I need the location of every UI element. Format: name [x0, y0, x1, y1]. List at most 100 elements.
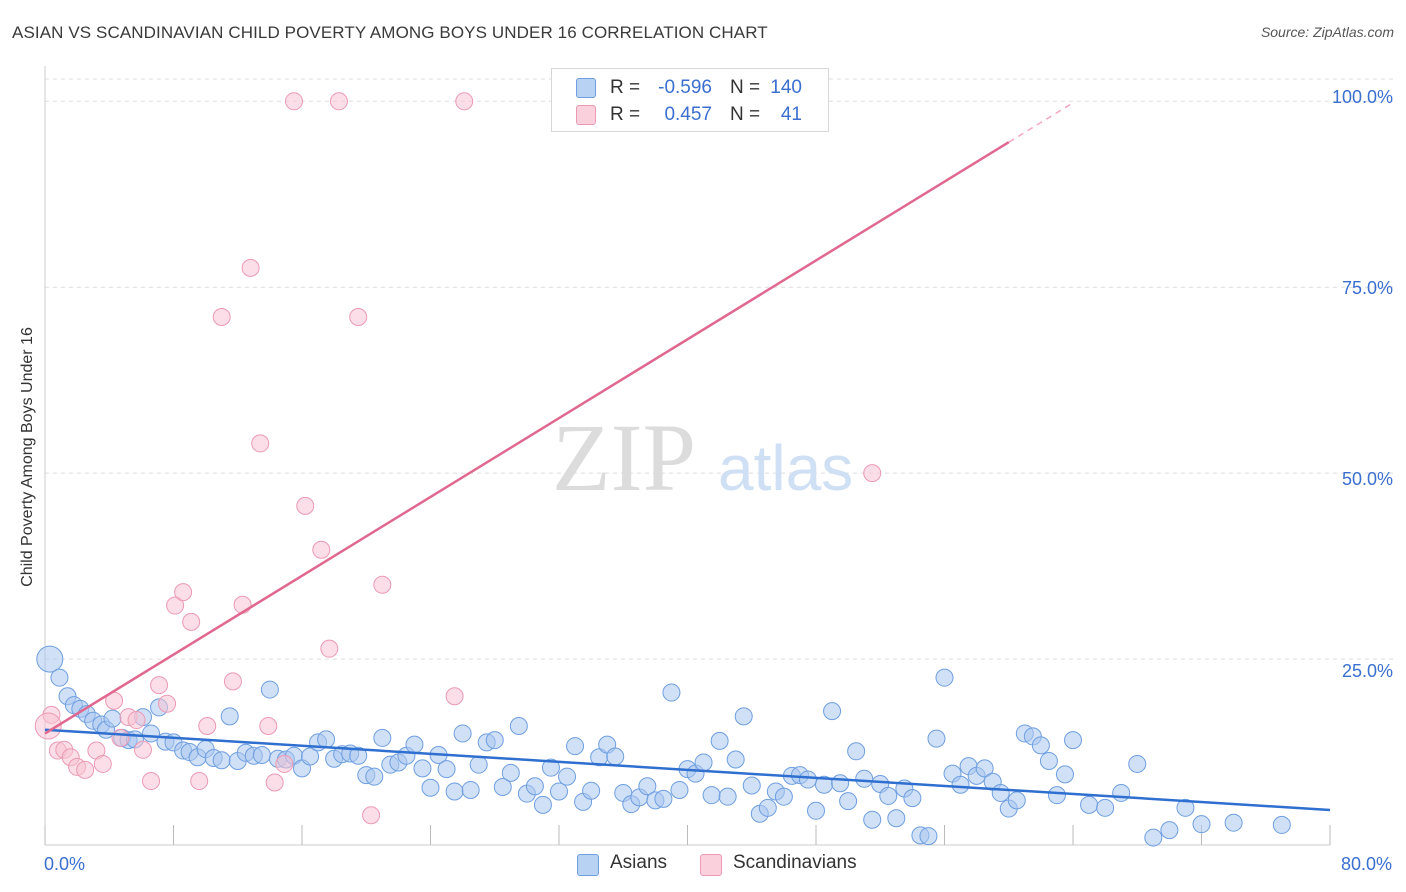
asian-point [1039, 751, 1058, 770]
asian-point [1176, 798, 1195, 817]
scand-point [863, 464, 882, 483]
asian-point [541, 758, 560, 777]
scandinavians-points [34, 92, 882, 825]
asian-point [847, 742, 866, 761]
asians-points [36, 645, 1291, 847]
scand-point [212, 307, 231, 326]
asian-point [365, 767, 384, 786]
watermark-zip: ZIP [552, 404, 696, 511]
scand-point [251, 434, 270, 453]
asian-point [1160, 821, 1179, 840]
legend-row-scandinavians: R = 0.457 N = 41 [552, 102, 828, 128]
asian-point [373, 728, 392, 747]
watermark: ZIP atlas [552, 404, 853, 511]
scand-point [349, 307, 368, 326]
scand-point [373, 575, 392, 594]
scand-point [329, 92, 348, 111]
asian-point [36, 645, 64, 673]
y-tick-label-100: 100.0% [1332, 87, 1393, 107]
source-label: Source: ZipAtlas.com [1260, 24, 1394, 40]
legend-r-label: R = [610, 77, 641, 98]
asian-point [485, 731, 504, 750]
chart-title: ASIAN VS SCANDINAVIAN CHILD POVERTY AMON… [12, 23, 768, 42]
asian-point [550, 782, 568, 801]
asian-point [252, 746, 271, 765]
asians-trend-line [44, 728, 1331, 812]
asian-point [774, 787, 793, 806]
legend-n-label: N = [730, 77, 761, 98]
scand-point [241, 258, 260, 277]
legend-r-value-scandinavians: 0.457 [664, 104, 712, 125]
scandinavians-trend-extension [1008, 102, 1074, 143]
asian-point [1064, 731, 1082, 750]
asian-point [1144, 828, 1163, 847]
asian-point [991, 783, 1010, 802]
asian-point [317, 730, 336, 749]
asian-point [1192, 815, 1211, 834]
asian-point [50, 668, 69, 687]
scand-point [127, 711, 146, 730]
asian-point [863, 810, 882, 829]
asian-point [1031, 736, 1050, 755]
scandinavians-swatch [576, 105, 596, 125]
trend-lines [44, 102, 1331, 812]
asian-point [493, 777, 512, 796]
asian-point [887, 809, 906, 828]
scand-point [174, 583, 193, 602]
scand-point [284, 92, 303, 111]
y-tick-label-25: 25.0% [1342, 661, 1393, 681]
asian-point [927, 729, 946, 748]
scand-point [259, 717, 278, 736]
scand-point [223, 672, 242, 691]
asian-point [903, 789, 922, 808]
asian-point [919, 827, 938, 846]
asian-point [702, 786, 721, 805]
asian-point [566, 737, 585, 756]
asian-point [798, 770, 817, 789]
asian-point [718, 787, 737, 806]
asian-point [734, 707, 753, 726]
asian-point [103, 709, 122, 728]
asian-point [453, 724, 472, 743]
asian-point [807, 801, 825, 820]
scand-point [142, 772, 161, 791]
scand-point [296, 496, 315, 515]
scand-point [190, 772, 209, 791]
asian-point [469, 755, 488, 774]
asian-point [654, 789, 673, 808]
legend-n-label: N = [730, 104, 761, 125]
x-tick-label-80: 80.0% [1341, 854, 1392, 874]
scand-point [158, 694, 177, 713]
scand-point [233, 595, 252, 614]
asian-point [405, 735, 424, 754]
asian-point [260, 680, 279, 699]
scand-point [166, 596, 185, 615]
asian-point [349, 746, 368, 765]
scand-point [312, 540, 331, 559]
scand-point [34, 712, 62, 740]
scand-point [182, 612, 201, 631]
scandinavians-legend-label: Scandinavians [733, 852, 857, 873]
asian-point [1080, 795, 1099, 814]
asian-point [694, 753, 713, 772]
y-tick-label-75: 75.0% [1342, 278, 1393, 298]
y-axis-label: Child Poverty Among Boys Under 16 [19, 327, 36, 587]
asian-point [301, 747, 320, 766]
watermark-atlas: atlas [718, 432, 853, 504]
scand-point [362, 806, 381, 825]
scand-point [320, 639, 339, 658]
asian-point [582, 781, 601, 800]
tick-labels: 0.0% 80.0% 25.0% 50.0% 75.0% 100.0% [44, 87, 1393, 874]
scand-point [76, 760, 95, 779]
asian-point [975, 759, 994, 778]
asian-point [710, 731, 729, 750]
asian-point [437, 760, 456, 779]
legend-r-label: R = [610, 104, 641, 125]
asian-point [220, 707, 239, 726]
asian-point [1272, 815, 1291, 834]
scand-point [275, 754, 294, 773]
scand-point [133, 740, 152, 759]
asian-point [662, 683, 681, 702]
legend-r-value-asians: -0.596 [658, 77, 712, 98]
